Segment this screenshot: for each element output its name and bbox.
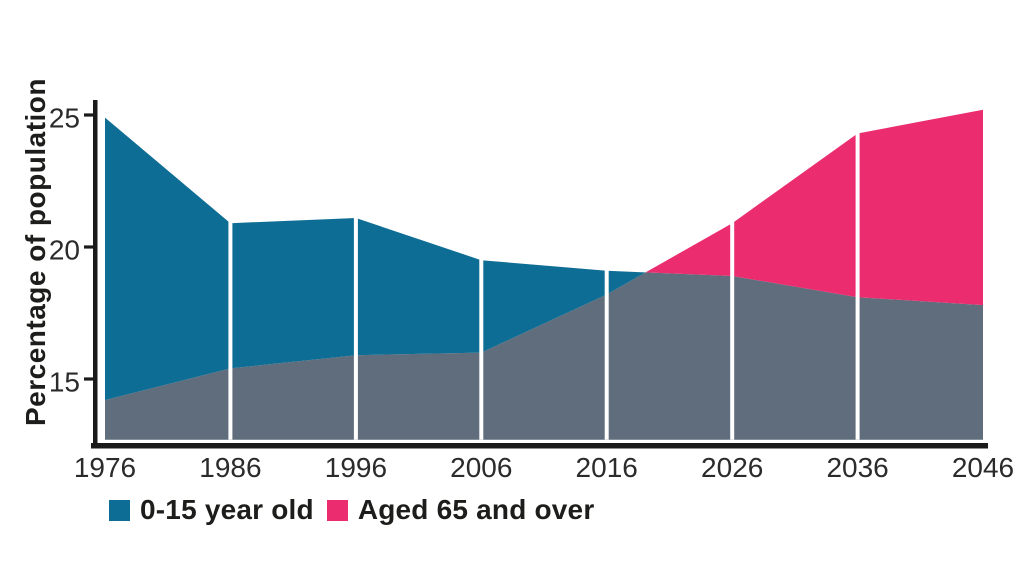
y-tick bbox=[84, 377, 95, 381]
legend: 0-15 year old Aged 65 and over bbox=[109, 492, 607, 528]
y-tick bbox=[84, 245, 95, 249]
decade-separator bbox=[353, 100, 358, 440]
x-tick-label: 1996 bbox=[325, 452, 387, 483]
y-tick bbox=[84, 113, 95, 117]
x-tick-label: 2016 bbox=[576, 452, 638, 483]
legend-label-0-15: 0-15 year old bbox=[140, 494, 314, 525]
decade-separator bbox=[228, 100, 233, 440]
x-tick-label: 2036 bbox=[826, 452, 888, 483]
x-tick-label: 1976 bbox=[74, 452, 136, 483]
decade-separator bbox=[604, 100, 609, 440]
area-overlap bbox=[105, 272, 983, 440]
y-tick-label: 15 bbox=[49, 366, 80, 397]
population-age-area-chart: 25 20 15 1976 1986 1996 2006 2016 2026 2036 2046 bbox=[49, 100, 1014, 483]
area-65-plus bbox=[645, 109, 983, 306]
y-tick-label: 25 bbox=[49, 102, 80, 133]
x-axis-line bbox=[91, 443, 988, 449]
x-tick-label: 1986 bbox=[199, 452, 261, 483]
decade-separator bbox=[479, 100, 484, 440]
legend-swatch-65-plus-icon bbox=[326, 499, 348, 521]
legend-label-65-plus: Aged 65 and over bbox=[357, 494, 595, 525]
x-tick-label: 2006 bbox=[450, 452, 512, 483]
x-tick-label: 2046 bbox=[952, 452, 1014, 483]
decade-separator bbox=[855, 100, 860, 440]
y-axis-line bbox=[93, 100, 98, 448]
y-tick-label: 20 bbox=[49, 234, 80, 265]
legend-swatch-0-15-icon bbox=[109, 499, 130, 521]
area-0-15 bbox=[105, 117, 646, 401]
decade-separator bbox=[730, 100, 735, 440]
x-tick-label: 2026 bbox=[701, 452, 763, 483]
